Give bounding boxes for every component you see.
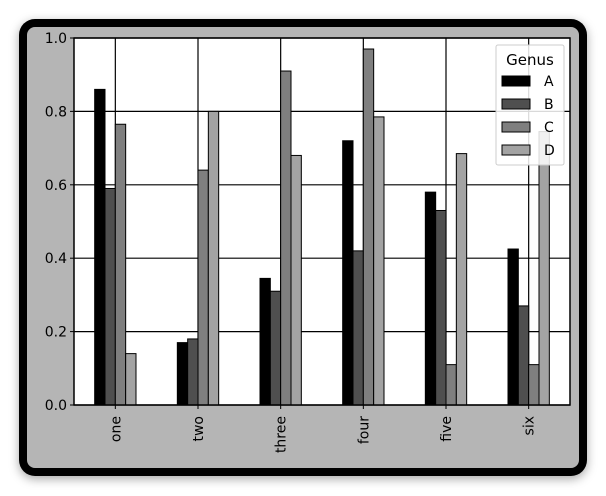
y-tick-label: 0.4 [45,251,67,267]
bar-A-six [507,248,519,406]
bar-B-six [517,305,530,406]
bar-D-four [373,116,385,406]
window-frame: 0.0 0.2 0.4 0.6 0.8 1.0 one two three four five six… [19,19,587,476]
x-tick-label: four [356,416,372,444]
bar-A-three [259,277,271,406]
bar-C-one [114,123,127,406]
x-tick-label: two [191,416,207,442]
bar-A-two [176,342,189,406]
legend-label-A: A [544,74,554,90]
bar-C-three [280,70,292,406]
bar-D-one [125,353,137,406]
legend-swatch-A [501,75,531,87]
bar-D-three [290,154,302,406]
bar-A-four [342,140,354,406]
chart-figure: 0.0 0.2 0.4 0.6 0.8 1.0 one two three four five six… [27,27,579,468]
axes-border [73,37,571,406]
bar-C-six [528,364,540,406]
legend-label-B: B [544,97,554,113]
bar-B-four [352,250,364,406]
bar-B-two [187,338,199,406]
y-tick-label: 0.8 [45,104,67,120]
legend-swatch-C [501,121,531,133]
y-tick-label: 0.0 [45,398,67,414]
legend-label-C: C [544,120,554,136]
bar-B-three [269,290,282,406]
plot-area [74,38,570,405]
bar-D-five [455,153,468,406]
bar-B-five [435,209,447,406]
bar-D-two [207,110,220,406]
legend-swatch-B [501,98,531,110]
x-tick-label: six [522,416,538,435]
legend-title: Genus [506,51,554,69]
bar-A-five [424,191,437,406]
x-tick-label: one [108,416,124,442]
y-tick-label: 0.6 [45,178,67,194]
y-tick-label: 0.2 [45,325,67,341]
y-tick-label: 1.0 [45,31,67,47]
bar-B-one [104,187,116,406]
legend-swatch-D [501,144,531,156]
x-tick-label: three [274,416,290,453]
legend-label-D: D [544,143,555,159]
bar-C-five [445,364,457,406]
bar-chart: 0.0 0.2 0.4 0.6 0.8 1.0 one two three four five six… [45,31,571,453]
x-tick-label: five [439,416,455,442]
bar-A-one [94,88,106,406]
bar-D-six [538,131,550,406]
bar-C-two [197,169,209,406]
bar-C-four [362,48,375,406]
